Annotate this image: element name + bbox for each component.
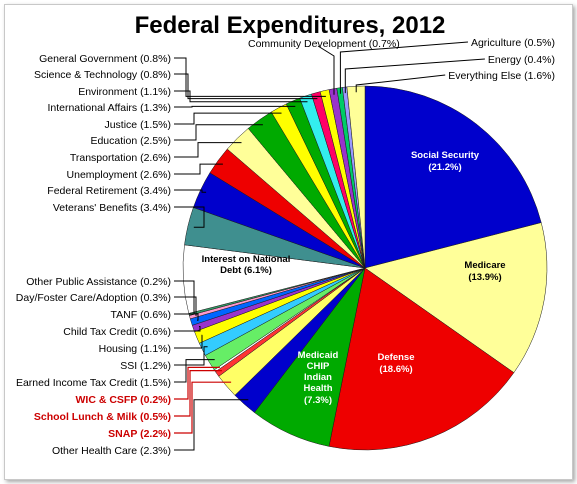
slice-medicare [364,222,548,374]
slice-label-other_health: Other Health Care (2.3%) [52,445,171,457]
leader-line-justice [174,112,282,125]
leader-line-environment [174,90,308,103]
leader-line-transportation [174,142,242,158]
slice-label-transportation: Transportation (2.6%) [70,152,171,164]
slice-label-tanf: TANF (0.6%) [111,309,171,321]
slice-label-ssi: SSI (1.2%) [120,360,171,372]
slice-label-interest: Interest on National Debt (6.1%) [202,254,291,276]
slice-label-medicare: Medicare (13.9%) [464,260,505,283]
slice-label-everything_else: Everything Else (1.6%) [448,70,555,82]
slice-label-ss: Social Security (21.2%) [411,150,480,173]
slice-label-science: Science & Technology (0.8%) [34,69,171,81]
leader-line-community [317,45,335,95]
slice-label-gen_gov: General Government (0.8%) [39,53,171,65]
leader-line-school_lunch [174,370,222,417]
slice-label-foster: Day/Foster Care/Adoption (0.3%) [16,292,171,304]
leader-line-snap [174,381,232,434]
leader-line-everything_else [355,74,446,93]
leader-line-intl [174,105,296,108]
slice-label-fed_retire: Federal Retirement (3.4%) [47,185,171,197]
leader-line-other_health [174,399,249,451]
slice-ss [364,85,542,269]
slice-label-wic: WIC & CSFP (0.2%) [76,394,171,406]
leader-line-foster [174,296,197,317]
pie-slices [182,85,548,451]
slice-label-defense: Defense (18.6%) [378,352,415,375]
leader-line-eitc [174,359,215,383]
slice-defense [328,267,515,451]
leader-line-agriculture [339,41,469,94]
slice-label-ctc: Child Tax Credit (0.6%) [63,326,171,338]
leader-line-wic [174,366,220,400]
slice-label-environment: Environment (1.1%) [78,86,171,98]
leader-line-veterans [174,206,205,228]
leader-line-housing [174,334,203,349]
chart-title: Federal Expenditures, 2012 [135,12,446,39]
leader-line-energy [344,58,485,94]
leader-lines [174,41,485,451]
slice-label-school_lunch: School Lunch & Milk (0.5%) [34,411,171,423]
slice-label-snap: SNAP (2.2%) [108,428,171,440]
leader-line-gen_gov [174,57,326,97]
slice-label-housing: Housing (1.1%) [99,343,171,355]
slice-label-veterans: Veterans' Benefits (3.4%) [53,202,171,214]
leader-line-education [174,124,263,141]
leader-line-ctc [174,326,201,332]
slice-label-justice: Justice (1.5%) [104,119,171,131]
leader-line-ssi [174,346,208,366]
leader-line-fed_retire [174,189,207,193]
leader-line-science [174,73,318,100]
leader-line-unemployment [174,163,223,175]
slice-label-agriculture: Agriculture (0.5%) [471,37,555,49]
slice-label-energy: Energy (0.4%) [488,54,555,66]
slice-label-education: Education (2.5%) [90,135,171,147]
slice-label-community: Community Development (0.7%) [248,38,400,50]
leader-line-tanf [174,313,199,321]
slice-labels: Social Security (21.2%) Medicare (13.9%) Def… [16,37,555,457]
slice-label-other_pa: Other Public Assistance (0.2%) [26,276,171,288]
slice-label-intl: International Affairs (1.3%) [47,102,171,114]
slice-label-medicaid: Medicaid CHIP Indian Health (7.3%) [298,350,339,406]
slice-label-eitc: Earned Income Tax Credit (1.5%) [16,377,171,389]
slice-label-unemployment: Unemployment (2.6%) [67,169,171,181]
